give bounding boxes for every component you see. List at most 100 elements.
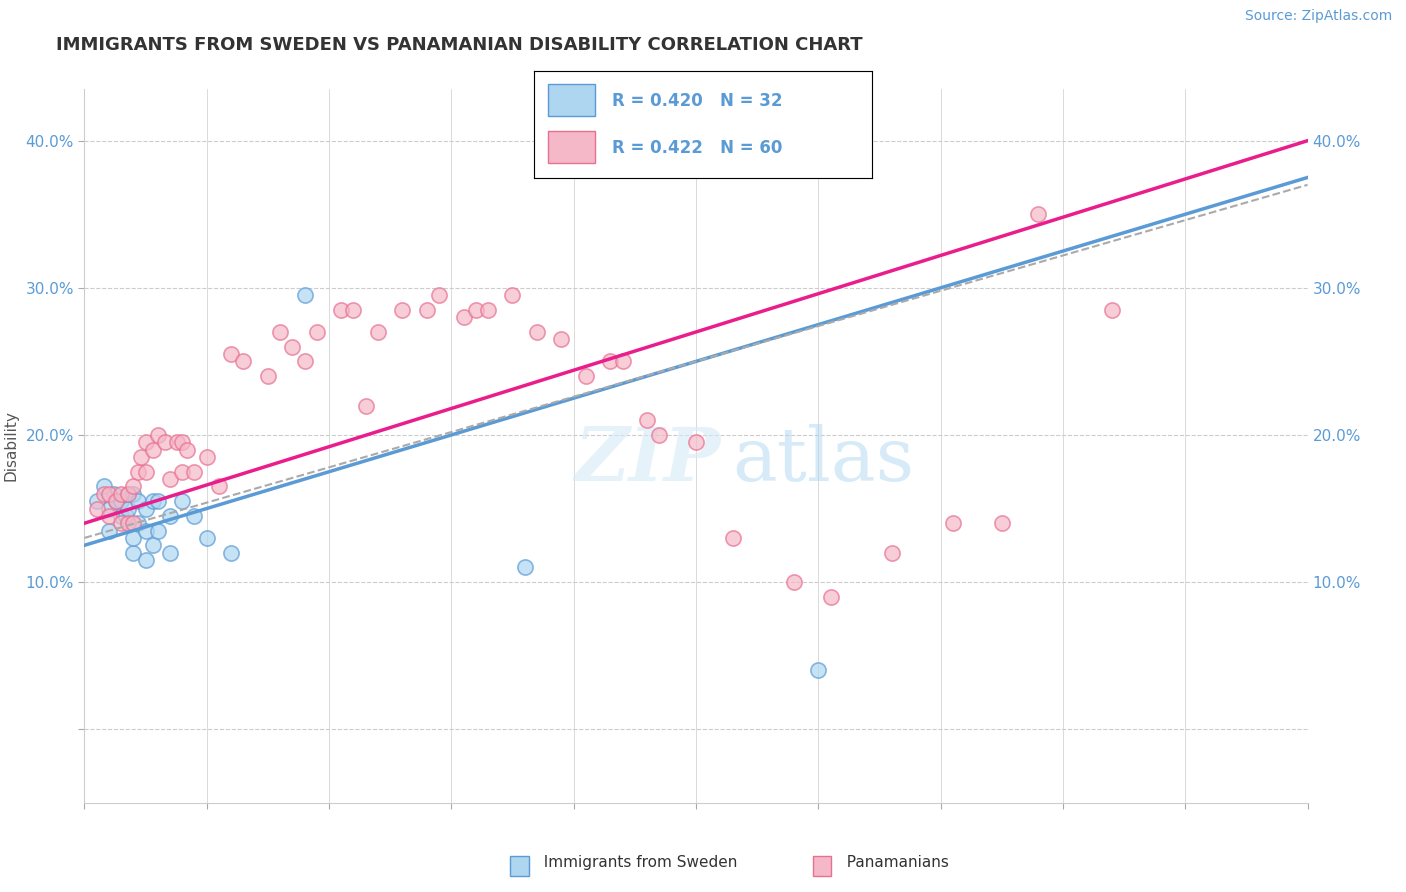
- Point: [166, 435, 188, 450]
- Point: [942, 516, 965, 531]
- Point: [135, 524, 157, 538]
- Point: [599, 354, 621, 368]
- Point: [219, 546, 242, 560]
- Point: [93, 487, 115, 501]
- Point: [526, 325, 548, 339]
- Point: [135, 435, 157, 450]
- Point: [142, 538, 165, 552]
- Point: [195, 450, 218, 464]
- Point: [146, 524, 169, 538]
- Point: [105, 494, 128, 508]
- Point: [110, 494, 132, 508]
- Point: [612, 354, 634, 368]
- Point: [453, 310, 475, 325]
- Point: [330, 302, 353, 317]
- Y-axis label: Disability: Disability: [3, 410, 18, 482]
- Point: [146, 428, 169, 442]
- Point: [416, 302, 439, 317]
- Point: [219, 347, 242, 361]
- Text: R = 0.422   N = 60: R = 0.422 N = 60: [612, 139, 782, 157]
- Point: [93, 479, 115, 493]
- Point: [294, 354, 316, 368]
- Point: [117, 487, 139, 501]
- Point: [159, 508, 181, 523]
- Point: [172, 494, 194, 508]
- Text: atlas: atlas: [733, 424, 915, 497]
- Point: [115, 508, 138, 523]
- Text: Immigrants from Sweden: Immigrants from Sweden: [534, 855, 738, 870]
- Point: [183, 508, 205, 523]
- Point: [820, 590, 842, 604]
- Point: [97, 524, 120, 538]
- Point: [117, 501, 139, 516]
- Point: [172, 465, 194, 479]
- Point: [122, 479, 145, 493]
- Point: [110, 516, 132, 531]
- Point: [648, 428, 671, 442]
- Point: [183, 465, 205, 479]
- Point: [232, 354, 254, 368]
- Point: [142, 494, 165, 508]
- Bar: [548, 131, 595, 163]
- Point: [807, 664, 830, 678]
- Point: [86, 501, 108, 516]
- Point: [127, 516, 149, 531]
- Point: [513, 560, 536, 574]
- Point: [367, 325, 389, 339]
- Point: [477, 302, 499, 317]
- Point: [1101, 302, 1123, 317]
- Point: [122, 531, 145, 545]
- Point: [129, 450, 152, 464]
- Point: [122, 487, 145, 501]
- Point: [97, 508, 120, 523]
- Point: [127, 494, 149, 508]
- Point: [391, 302, 413, 317]
- Text: ZIP: ZIP: [574, 424, 720, 497]
- Point: [269, 325, 291, 339]
- Point: [685, 435, 707, 450]
- Point: [135, 501, 157, 516]
- Point: [153, 435, 176, 450]
- Text: IMMIGRANTS FROM SWEDEN VS PANAMANIAN DISABILITY CORRELATION CHART: IMMIGRANTS FROM SWEDEN VS PANAMANIAN DIS…: [56, 36, 863, 54]
- Point: [159, 546, 181, 560]
- Point: [97, 501, 120, 516]
- Point: [281, 340, 304, 354]
- Point: [991, 516, 1014, 531]
- Point: [354, 399, 377, 413]
- Point: [117, 487, 139, 501]
- Point: [176, 442, 198, 457]
- Point: [294, 288, 316, 302]
- Point: [721, 531, 744, 545]
- Text: Source: ZipAtlas.com: Source: ZipAtlas.com: [1244, 9, 1392, 23]
- Point: [117, 516, 139, 531]
- Point: [142, 442, 165, 457]
- Point: [159, 472, 181, 486]
- Point: [783, 575, 806, 590]
- Point: [86, 494, 108, 508]
- Point: [636, 413, 658, 427]
- Point: [135, 553, 157, 567]
- Point: [146, 494, 169, 508]
- Text: Panamanians: Panamanians: [837, 855, 949, 870]
- Point: [208, 479, 231, 493]
- Point: [1028, 207, 1050, 221]
- Point: [127, 465, 149, 479]
- Text: R = 0.420   N = 32: R = 0.420 N = 32: [612, 93, 782, 111]
- Point: [575, 369, 598, 384]
- Point: [550, 332, 572, 346]
- Point: [502, 288, 524, 302]
- Point: [110, 508, 132, 523]
- Point: [172, 435, 194, 450]
- Point: [105, 494, 128, 508]
- Point: [342, 302, 364, 317]
- Bar: [548, 84, 595, 116]
- Point: [122, 546, 145, 560]
- Point: [135, 465, 157, 479]
- Point: [464, 302, 486, 317]
- Point: [103, 487, 125, 501]
- Point: [257, 369, 280, 384]
- Point: [122, 516, 145, 531]
- Point: [427, 288, 450, 302]
- Point: [880, 546, 903, 560]
- Point: [305, 325, 328, 339]
